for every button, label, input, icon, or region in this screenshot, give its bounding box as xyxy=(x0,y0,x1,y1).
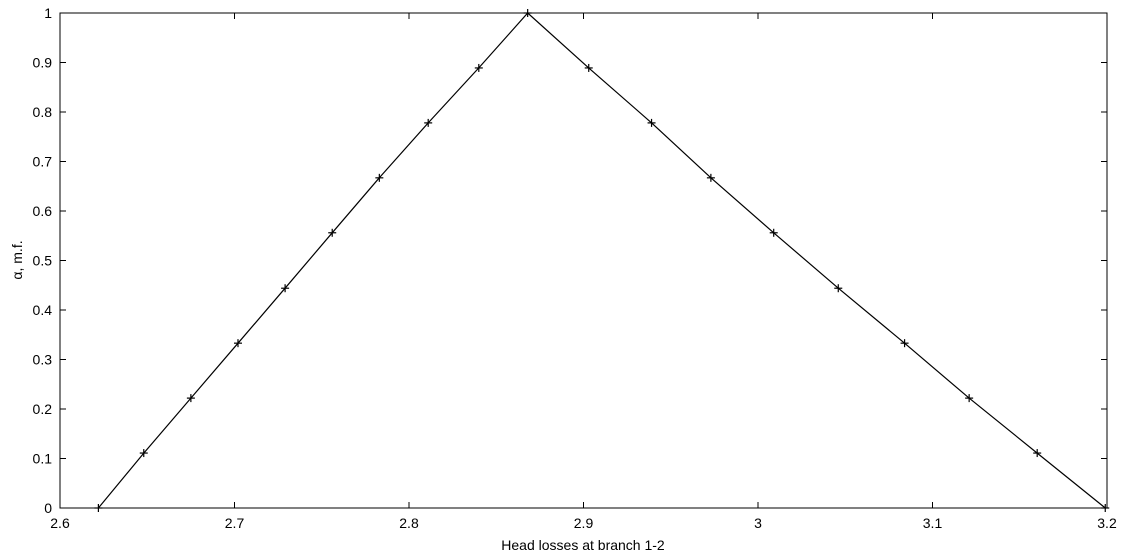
y-tick-label: 0.7 xyxy=(33,154,53,170)
x-tick-label: 3 xyxy=(754,515,762,531)
data-point-marker xyxy=(900,339,909,348)
x-tick-label: 3.1 xyxy=(923,515,943,531)
x-tick-label: 2.6 xyxy=(50,515,70,531)
y-tick-label: 0.6 xyxy=(33,203,53,219)
data-point-marker xyxy=(281,284,290,293)
data-point-marker xyxy=(1033,449,1042,458)
y-tick-label: 0.3 xyxy=(33,352,53,368)
data-point-marker xyxy=(584,63,593,72)
data-point-marker xyxy=(233,339,242,348)
y-tick-label: 0.8 xyxy=(33,104,53,120)
data-point-marker xyxy=(523,9,532,17)
y-tick-label: 0.1 xyxy=(33,451,53,467)
data-point-marker xyxy=(1101,504,1110,512)
data-point-marker xyxy=(139,449,148,458)
x-tick-label: 2.9 xyxy=(574,515,594,531)
x-axis-ticks: 2.6 2.7 2.8 2.9 3 3.1 3.2 xyxy=(50,13,1117,531)
data-point-marker xyxy=(965,394,974,403)
y-tick-label: 0.4 xyxy=(33,302,53,318)
data-point-marker xyxy=(375,173,384,182)
x-axis-label: Head losses at branch 1-2 xyxy=(501,537,665,553)
x-tick-label: 2.8 xyxy=(399,515,419,531)
y-axis-ticks: 0 0.1 0.2 0.3 0.4 0.5 0.6 0.7 0.8 0.9 1 xyxy=(33,5,1107,516)
data-point-marker xyxy=(424,118,433,127)
data-point-marker xyxy=(706,173,715,182)
data-point-marker xyxy=(328,228,337,237)
data-point-marker xyxy=(186,394,195,403)
data-point-marker xyxy=(647,118,656,127)
data-point-marker xyxy=(474,63,483,72)
y-tick-label: 1 xyxy=(44,5,52,21)
x-tick-label: 2.7 xyxy=(225,515,245,531)
data-point-marker xyxy=(769,228,778,237)
y-tick-label: 0.2 xyxy=(33,401,53,417)
series-group xyxy=(94,9,1110,512)
data-point-marker xyxy=(94,504,103,512)
y-tick-label: 0.5 xyxy=(33,253,53,269)
y-tick-label: 0 xyxy=(44,500,52,516)
plot-area xyxy=(59,12,1108,509)
y-tick-label: 0.9 xyxy=(33,55,53,71)
x-tick-label: 3.2 xyxy=(1097,515,1117,531)
data-point-marker xyxy=(834,284,843,293)
y-axis-label: α, m.f. xyxy=(9,240,25,279)
